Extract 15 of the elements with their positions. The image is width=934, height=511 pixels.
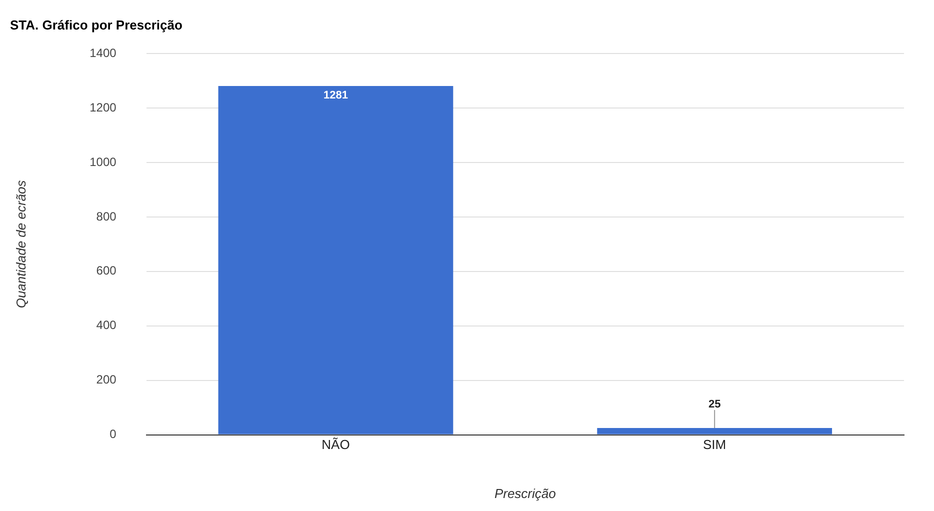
y-tick-label: 1400 [90,46,117,60]
data-label: 25 [708,398,721,411]
x-tick-label: NÃO [322,437,350,452]
y-tick-label: 600 [96,264,117,278]
y-axis-title: Quantidade de ecrãos [13,180,28,308]
y-tick-label: 0 [110,427,117,442]
x-tick-label: SIM [703,437,726,452]
chart-title: STA. Gráfico por Prescrição [10,17,182,32]
y-tick-label: 1200 [90,100,117,114]
y-tick-label: 400 [96,318,117,332]
y-tick-label: 1000 [90,154,117,169]
data-label: 1281 [323,90,348,102]
y-tick-label: 200 [96,372,117,387]
x-axis-title: Prescrição [494,486,556,501]
y-tick-label: 800 [96,209,117,224]
